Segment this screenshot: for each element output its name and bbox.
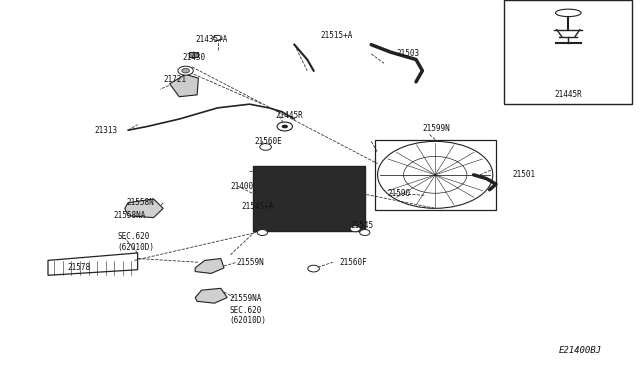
Circle shape: [282, 125, 288, 128]
Polygon shape: [195, 288, 227, 303]
Text: 21435+A: 21435+A: [195, 35, 228, 44]
Bar: [253, 166, 365, 231]
Circle shape: [213, 35, 222, 41]
Ellipse shape: [556, 9, 581, 17]
Text: 21445R: 21445R: [275, 111, 303, 120]
Circle shape: [350, 226, 360, 232]
Text: SEC.620
(62010D): SEC.620 (62010D): [117, 232, 154, 251]
Circle shape: [260, 144, 271, 150]
Text: 21599N: 21599N: [422, 124, 450, 133]
Text: 21501: 21501: [512, 170, 535, 179]
Text: 21558NA: 21558NA: [114, 211, 147, 220]
Text: 21559N: 21559N: [237, 258, 264, 267]
Bar: [375, 140, 496, 210]
Text: 21560E: 21560E: [255, 137, 282, 146]
Text: 21503: 21503: [397, 49, 420, 58]
Text: 21559NA: 21559NA: [229, 294, 262, 303]
Text: 21545+A: 21545+A: [242, 202, 275, 211]
Text: E21400BJ: E21400BJ: [559, 346, 602, 355]
Bar: [504, 0, 632, 104]
Text: SEC.620
(62010D): SEC.620 (62010D): [229, 306, 266, 325]
Text: 21558N: 21558N: [127, 198, 154, 207]
Polygon shape: [195, 259, 224, 273]
Polygon shape: [170, 74, 198, 97]
Text: 21578: 21578: [67, 263, 90, 272]
Text: 21400: 21400: [230, 182, 253, 190]
Bar: [189, 52, 198, 57]
Text: 21590: 21590: [387, 189, 410, 198]
Text: 21430: 21430: [182, 53, 205, 62]
Text: 21560F: 21560F: [339, 258, 367, 267]
Circle shape: [308, 265, 319, 272]
Circle shape: [178, 66, 193, 75]
Circle shape: [257, 230, 268, 235]
Polygon shape: [125, 199, 163, 218]
Circle shape: [360, 230, 370, 235]
Text: 21515+A: 21515+A: [320, 31, 353, 40]
Text: 21445R: 21445R: [554, 90, 582, 99]
Circle shape: [182, 68, 189, 73]
Text: 21313: 21313: [95, 126, 118, 135]
Circle shape: [277, 122, 292, 131]
Text: 21721: 21721: [163, 76, 186, 84]
Text: 21545: 21545: [351, 221, 374, 230]
